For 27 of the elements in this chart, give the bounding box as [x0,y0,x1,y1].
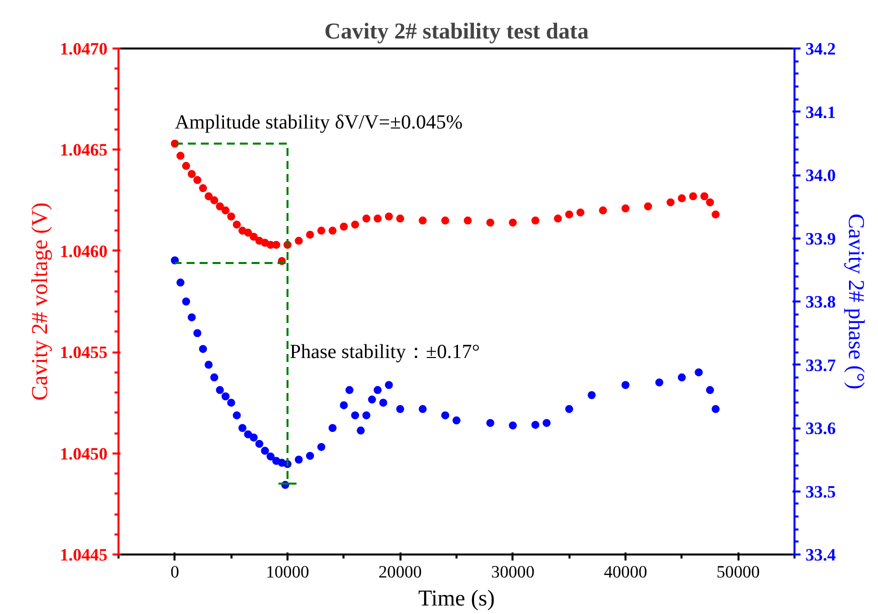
y2-tick-label: 34.0 [806,166,836,185]
y2-tick-label: 33.7 [806,356,836,375]
y2-tick-label: 33.6 [806,419,836,438]
y2-tick-label: 33.4 [806,546,836,564]
y-tick-label: 1.0465 [60,140,108,160]
y-axis-title: Cavity 2# voltage (V) [26,202,52,401]
x-tick-label: 10000 [266,562,310,582]
y2-tick-label: 33.8 [806,292,836,312]
x-axis-title: Time (s) [418,586,495,610]
x-tick-label: 50000 [716,562,760,582]
x-tick-label: 0 [170,562,180,582]
y2-tick-label: 33.9 [806,229,836,248]
x-tick-label: 40000 [604,562,648,582]
x-tick-label: 30000 [491,562,534,582]
y2-axis-title: Cavity 2# phase (°) [844,214,869,390]
y-tick-label: 1.0455 [60,343,108,362]
y2-tick-label: 34.2 [806,40,836,58]
x-tick-label: 20000 [378,562,422,582]
y2-tick-label: 33.5 [806,482,836,502]
y-tick-label: 1.0445 [60,546,108,564]
chart-title: Cavity 2# stability test data [324,18,589,44]
annotation: Amplitude stability δV/V=±0.045% [174,112,463,134]
y-tick-label: 1.0460 [60,242,108,261]
y-tick-label: 1.0470 [60,40,108,58]
annotation: Phase stability：±0.17° [290,341,480,364]
y-tick-label: 1.0450 [60,444,108,464]
y2-tick-label: 34.1 [806,102,836,122]
